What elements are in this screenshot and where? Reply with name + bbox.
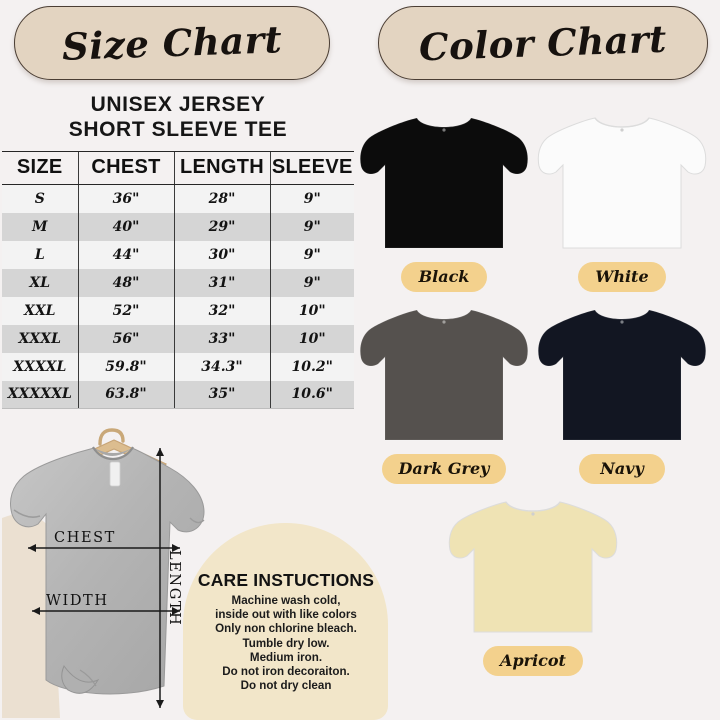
color-swatch-white[interactable]: White xyxy=(532,108,712,292)
cell-size: XXXXL xyxy=(2,352,78,381)
care-instruction-line: Tumble dry low. xyxy=(242,636,330,650)
width-measure-label: WIDTH xyxy=(46,593,109,609)
cell-size: L xyxy=(2,240,78,269)
table-row: XXXXL 59.8" 34.3" 10.2" xyxy=(2,352,354,381)
size-chart-title: Size Chart xyxy=(61,17,283,69)
size-chart-header-pill: Size Chart xyxy=(14,6,330,80)
tshirt-white-icon xyxy=(537,117,707,249)
table-row: XXXL 56" 33" 10" xyxy=(2,324,354,353)
color-label-pill: Navy xyxy=(579,454,665,484)
table-row: XXXXXL 63.8" 35" 10.6" xyxy=(2,380,354,409)
cell-size: XXXXXL xyxy=(2,380,78,409)
color-label-pill: White xyxy=(578,262,666,292)
tshirt-apricot-icon xyxy=(448,501,618,633)
care-instruction-line: inside out with like colors xyxy=(215,608,357,622)
cell-chest: 63.8" xyxy=(77,380,174,409)
cell-sleeve: 10" xyxy=(269,296,354,325)
table-row: M 40" 29" 9" xyxy=(2,212,354,241)
tshirt-dark-grey-icon xyxy=(359,309,529,441)
cell-sleeve: 9" xyxy=(269,184,354,213)
color-swatch-black[interactable]: Black xyxy=(354,108,534,292)
care-instruction-line: Machine wash cold, xyxy=(231,594,341,607)
color-swatch-apricot[interactable]: Apricot xyxy=(443,492,623,676)
color-label-pill: Apricot xyxy=(483,646,583,676)
cell-size: M xyxy=(2,212,78,241)
table-title-line1: UNISEX JERSEY xyxy=(90,93,266,116)
cell-length: 31" xyxy=(173,268,270,297)
cell-length: 34.3" xyxy=(173,352,270,381)
care-instruction-line: Medium iron. xyxy=(249,650,323,664)
cell-sleeve: 10.2" xyxy=(269,352,354,381)
cell-sleeve: 9" xyxy=(269,240,354,269)
cell-chest: 59.8" xyxy=(77,352,174,381)
color-chart-section: Black White Dark Grey Navy Apricot xyxy=(359,104,720,716)
tshirt-navy-icon xyxy=(537,309,707,441)
column-header-chest: CHEST xyxy=(77,151,174,185)
cell-size: XXXL xyxy=(2,324,78,353)
cell-length: 30" xyxy=(173,240,270,269)
table-title-line2: SHORT SLEEVE TEE xyxy=(68,118,288,141)
cell-chest: 36" xyxy=(77,184,174,213)
cell-sleeve: 9" xyxy=(269,212,354,241)
chest-measure-label: CHEST xyxy=(54,530,116,546)
grey-tshirt-shape xyxy=(10,446,205,695)
cell-size: XXL xyxy=(2,296,78,325)
size-chart-section: UNISEX JERSEY SHORT SLEEVE TEE SIZE CHES… xyxy=(0,92,356,409)
care-instructions-title: CARE INSTUCTIONS xyxy=(197,570,375,590)
cell-chest: 44" xyxy=(77,240,174,269)
cell-sleeve: 9" xyxy=(269,268,354,297)
care-instructions-lines: Machine wash cold, inside out with like c… xyxy=(188,594,384,693)
cell-chest: 40" xyxy=(77,212,174,241)
cell-chest: 52" xyxy=(77,296,174,325)
care-instructions-background xyxy=(183,523,388,720)
table-row: L 44" 30" 9" xyxy=(2,240,354,269)
length-measure-label: LENGTH xyxy=(166,550,182,626)
table-row: XXL 52" 32" 10" xyxy=(2,296,354,325)
column-header-length: LENGTH xyxy=(173,151,270,185)
measurement-shirt-diagram: CHEST WIDTH LENGTH xyxy=(2,418,252,720)
color-swatch-navy[interactable]: Navy xyxy=(532,300,712,484)
cell-chest: 56" xyxy=(77,324,174,353)
column-header-size: SIZE xyxy=(2,151,78,185)
cell-size: S xyxy=(2,184,78,213)
cell-length: 28" xyxy=(173,184,270,213)
cell-chest: 48" xyxy=(77,268,174,297)
care-instructions-block: CARE INSTUCTIONS Machine wash cold, insid… xyxy=(188,570,384,693)
table-row: XL 48" 31" 9" xyxy=(2,268,354,297)
table-row: S 36" 28" 9" xyxy=(2,184,354,213)
column-header-sleeve: SLEEVE xyxy=(269,151,354,185)
cell-length: 29" xyxy=(173,212,270,241)
size-table: SIZE CHEST LENGTH SLEEVE S 36" 28" 9" M 40" 29… xyxy=(2,151,354,409)
table-title: UNISEX JERSEY SHORT SLEEVE TEE xyxy=(0,92,356,142)
color-chart-header-pill: Color Chart xyxy=(378,6,708,80)
cell-length: 35" xyxy=(173,380,270,409)
measurement-arrows xyxy=(28,448,180,708)
color-label-pill: Dark Grey xyxy=(381,454,507,484)
tshirt-black-icon xyxy=(359,117,529,249)
cell-length: 32" xyxy=(173,296,270,325)
cell-size: XL xyxy=(2,268,78,297)
cell-sleeve: 10.6" xyxy=(269,380,354,409)
cell-sleeve: 10" xyxy=(269,324,354,353)
color-chart-title: Color Chart xyxy=(418,16,668,70)
table-header-row: SIZE CHEST LENGTH SLEEVE xyxy=(2,151,354,185)
care-instruction-line: Only non chlorine bleach. xyxy=(215,622,357,636)
color-label-pill: Black xyxy=(401,262,487,292)
care-instruction-line: Do not dry clean xyxy=(240,679,332,693)
cell-length: 33" xyxy=(173,324,270,353)
color-swatch-dark-grey[interactable]: Dark Grey xyxy=(354,300,534,484)
care-instruction-line: Do not iron decoraiton. xyxy=(222,665,350,679)
